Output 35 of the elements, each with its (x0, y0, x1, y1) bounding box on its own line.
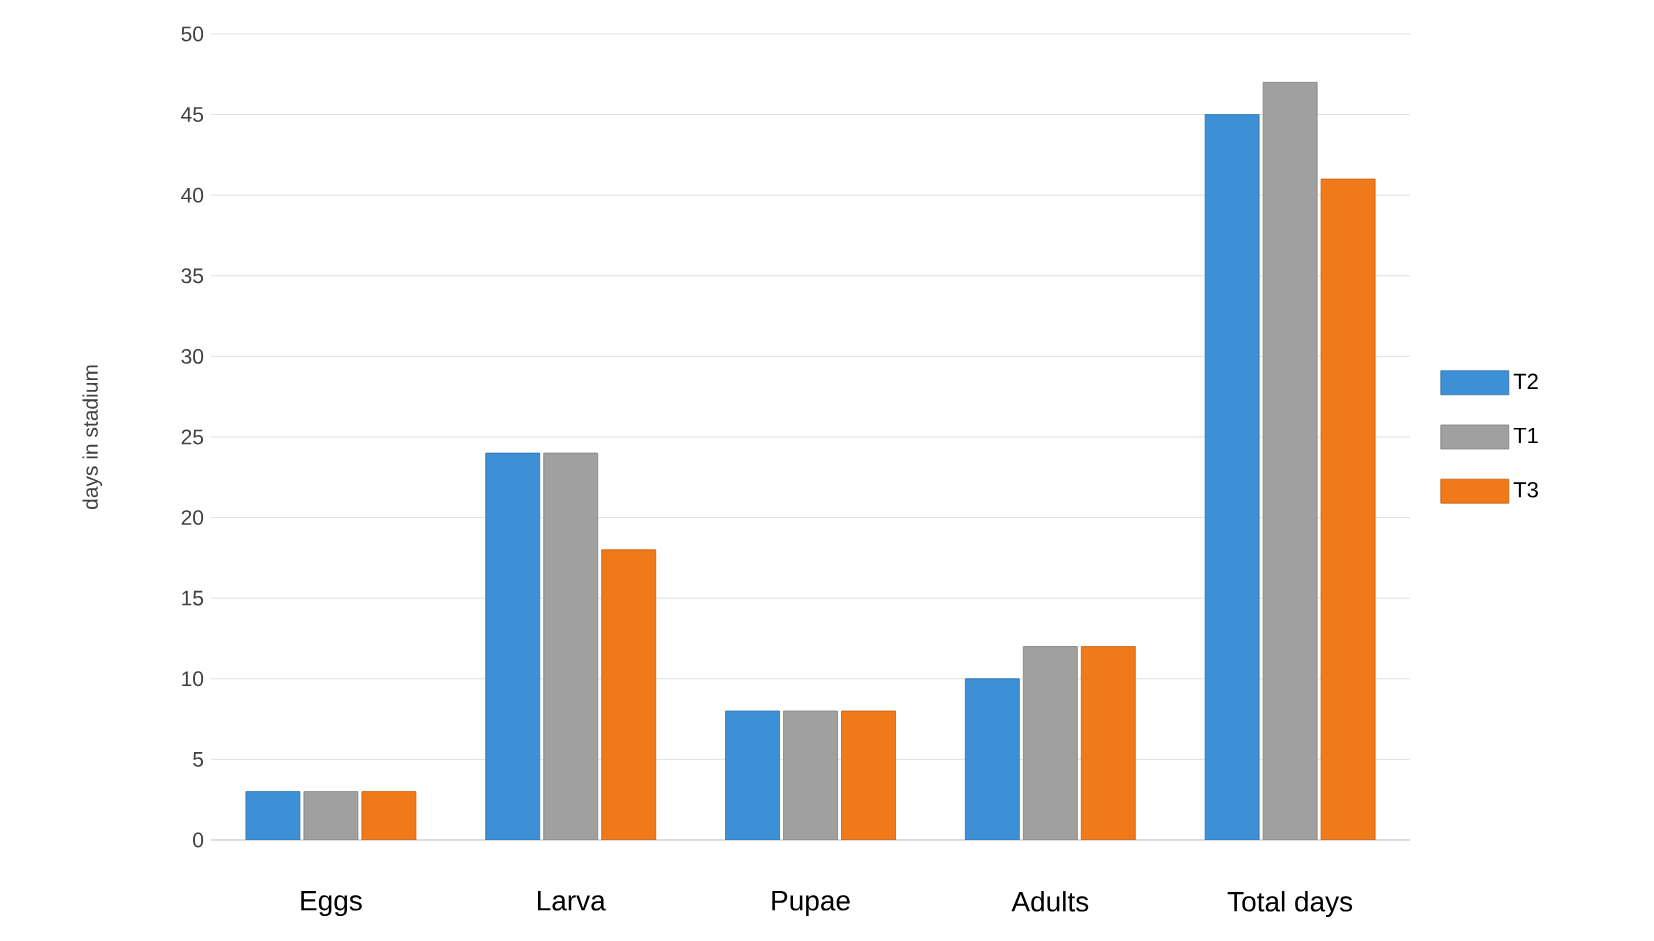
y-tick-label: 45 (181, 107, 204, 122)
legend-label: T3 (1513, 482, 1538, 498)
bar (361, 791, 417, 840)
x-tick-label: Larva (538, 891, 606, 911)
bar (245, 791, 301, 840)
x-tick-label: Eggs (301, 891, 362, 917)
bar (841, 710, 896, 840)
bar (1204, 114, 1260, 840)
y-tick-label: 20 (181, 510, 204, 526)
bar (601, 549, 657, 840)
legend-label: T2 (1513, 373, 1538, 389)
x-tick-label: Adults (1011, 891, 1089, 912)
bar (783, 710, 838, 840)
y-tick-label: 35 (181, 268, 204, 284)
legend-label: T1 (1513, 427, 1538, 444)
bar (485, 452, 541, 840)
bar (303, 791, 359, 840)
x-tick-label: Pupae (772, 891, 850, 917)
y-tick-label: 5 (193, 752, 204, 767)
y-tick-label: 0 (193, 832, 204, 848)
y-axis-title: days in stadium (82, 365, 103, 510)
bar (1022, 646, 1078, 840)
y-tick-label: 50 (181, 26, 204, 42)
bar (1080, 646, 1136, 840)
y-tick-label: 15 (182, 590, 204, 606)
y-tick-label: 10 (182, 671, 204, 687)
bar (725, 710, 780, 840)
bar (1262, 81, 1318, 840)
bar (543, 452, 599, 840)
y-tick-label: 25 (181, 429, 204, 445)
x-tick-label: Total days (1227, 891, 1353, 918)
y-tick-label: 40 (181, 187, 204, 203)
bar (964, 678, 1020, 840)
bar (1320, 178, 1376, 840)
y-tick-label: 30 (181, 348, 204, 364)
